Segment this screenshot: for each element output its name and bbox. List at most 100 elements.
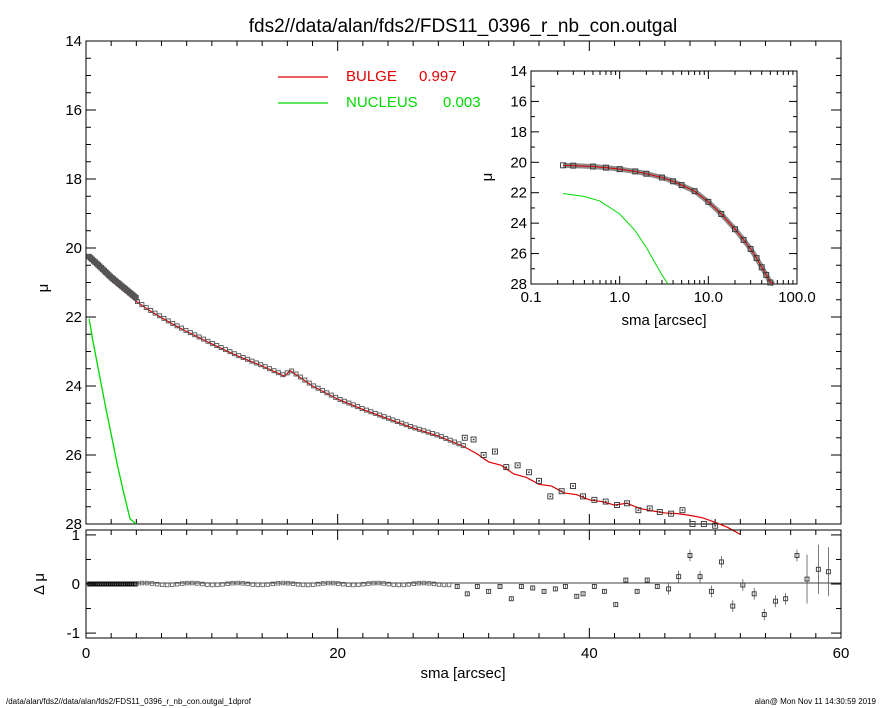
residual-inner-point	[180, 581, 185, 586]
data-point	[624, 500, 631, 507]
data-point	[470, 436, 477, 443]
residual-point	[591, 584, 597, 589]
inset-data-point	[747, 246, 754, 252]
residual-inner-point	[200, 581, 205, 587]
data-point	[591, 496, 598, 503]
residual-inner-point	[154, 581, 160, 587]
data-point	[635, 507, 642, 514]
residual-inner-point	[386, 581, 391, 587]
inset-ytick-label: 16	[510, 93, 527, 110]
residual-inner-point	[326, 580, 331, 586]
inset-ytick-label: 26	[510, 246, 527, 263]
data-point	[570, 483, 576, 489]
residual-point	[761, 611, 767, 617]
main-ytick-label: 16	[65, 102, 82, 119]
residual-inner-point	[190, 580, 195, 586]
inset-data-point	[705, 198, 712, 205]
data-point-center	[538, 480, 540, 482]
residual-inner-point	[351, 582, 356, 588]
residual-point	[541, 588, 547, 594]
residual-inner-point	[164, 582, 170, 588]
residual-inner-point	[240, 581, 245, 586]
data-point	[480, 452, 487, 458]
main-ylabel: μ	[35, 284, 52, 293]
inset-ytick-label: 18	[510, 124, 527, 141]
residual-inner-point	[391, 582, 396, 587]
inset-data-point	[632, 168, 639, 175]
data-point-center	[528, 471, 530, 474]
data-point-center	[659, 511, 661, 513]
data-point-inner	[306, 380, 312, 386]
residual-inner-point	[361, 582, 366, 587]
data-point-inner	[148, 308, 154, 313]
residual-inner-point	[270, 581, 276, 587]
residual-point	[530, 585, 536, 591]
legend-bulge-value: 0.997	[419, 68, 457, 85]
inset-ylabel: μ	[479, 173, 496, 182]
residual-point	[644, 577, 650, 583]
residual-inner-point	[159, 582, 165, 587]
data-profile-band	[86, 253, 466, 449]
data-point-center	[648, 507, 651, 510]
residual-inner-point	[411, 581, 416, 586]
residual-inner-point	[185, 580, 190, 586]
residual-inner-point	[431, 581, 437, 587]
residual-point	[751, 591, 757, 597]
data-point-center	[560, 490, 563, 493]
inset-data-point	[570, 162, 577, 169]
residual-inner-point	[134, 581, 140, 586]
inset-data-point	[763, 271, 770, 278]
footer-timestamp: alan@ Mon Nov 11 14:30:59 2019	[755, 697, 877, 706]
residual-xtick-label: 20	[329, 645, 346, 662]
main-ytick-label: 14	[65, 33, 82, 50]
inset-xlabel: sma [arcsec]	[621, 312, 706, 329]
residual-point	[623, 577, 629, 583]
residual-point	[562, 584, 568, 589]
residual-ytick-label: 1	[72, 527, 80, 544]
inset-panel: 14 16 18 20 22 24 26 280.1 1.0 10.0 100.0 μ sma [a…	[479, 63, 816, 329]
data-point	[712, 522, 719, 529]
residual-point	[783, 596, 789, 602]
legend-nucleus-value: 0.003	[443, 94, 481, 111]
main-axis-ticks: 14 16 18 20 22 24 26 28	[65, 33, 842, 533]
data-point	[536, 477, 542, 484]
data-point-inner	[293, 371, 299, 377]
residual-inner-point	[371, 580, 376, 586]
inset-xtick-label: 0.1	[521, 289, 542, 306]
residual-point	[794, 553, 800, 558]
legend-nucleus-label: NUCLEUS	[346, 94, 418, 111]
data-point-center	[516, 464, 519, 467]
residual-xtick-label: 60	[833, 645, 850, 662]
data-point-center	[703, 523, 705, 525]
data-point	[461, 434, 468, 441]
residual-inner-point	[421, 580, 427, 586]
data-point-center	[482, 454, 485, 456]
data-point	[492, 448, 498, 455]
residual-inner-point	[331, 580, 336, 586]
residual-inner-point	[144, 580, 150, 586]
inset-ytick-label: 24	[510, 215, 527, 232]
main-ytick-label: 20	[65, 240, 82, 257]
data-point-center	[505, 466, 508, 468]
residual-ylabel: Δ μ	[31, 573, 48, 595]
data-point-inner	[143, 305, 149, 311]
data-point-center	[670, 512, 672, 515]
residual-inner-point	[436, 582, 442, 587]
residual-inner-point	[416, 580, 422, 586]
residual-inner-point	[265, 582, 271, 587]
main-ytick-label: 26	[65, 447, 82, 464]
inset-axis-ticks: 14 16 18 20 22 24 26 280.1 1.0 10.0 100.0	[510, 63, 815, 306]
data-point	[656, 508, 663, 515]
residual-inner-point	[366, 581, 371, 586]
residual-inner-point	[280, 580, 286, 586]
residual-inner-point	[341, 582, 346, 587]
data-point	[580, 493, 586, 500]
data-point	[514, 462, 521, 469]
inset-data-point	[718, 211, 725, 217]
residual-xlabel: sma [arcsec]	[420, 665, 505, 682]
inset-ytick-label: 20	[510, 154, 527, 171]
residual-inner-point	[310, 582, 316, 587]
residual-point	[518, 584, 524, 589]
residual-inner-point	[295, 582, 301, 587]
residual-point	[574, 593, 580, 599]
